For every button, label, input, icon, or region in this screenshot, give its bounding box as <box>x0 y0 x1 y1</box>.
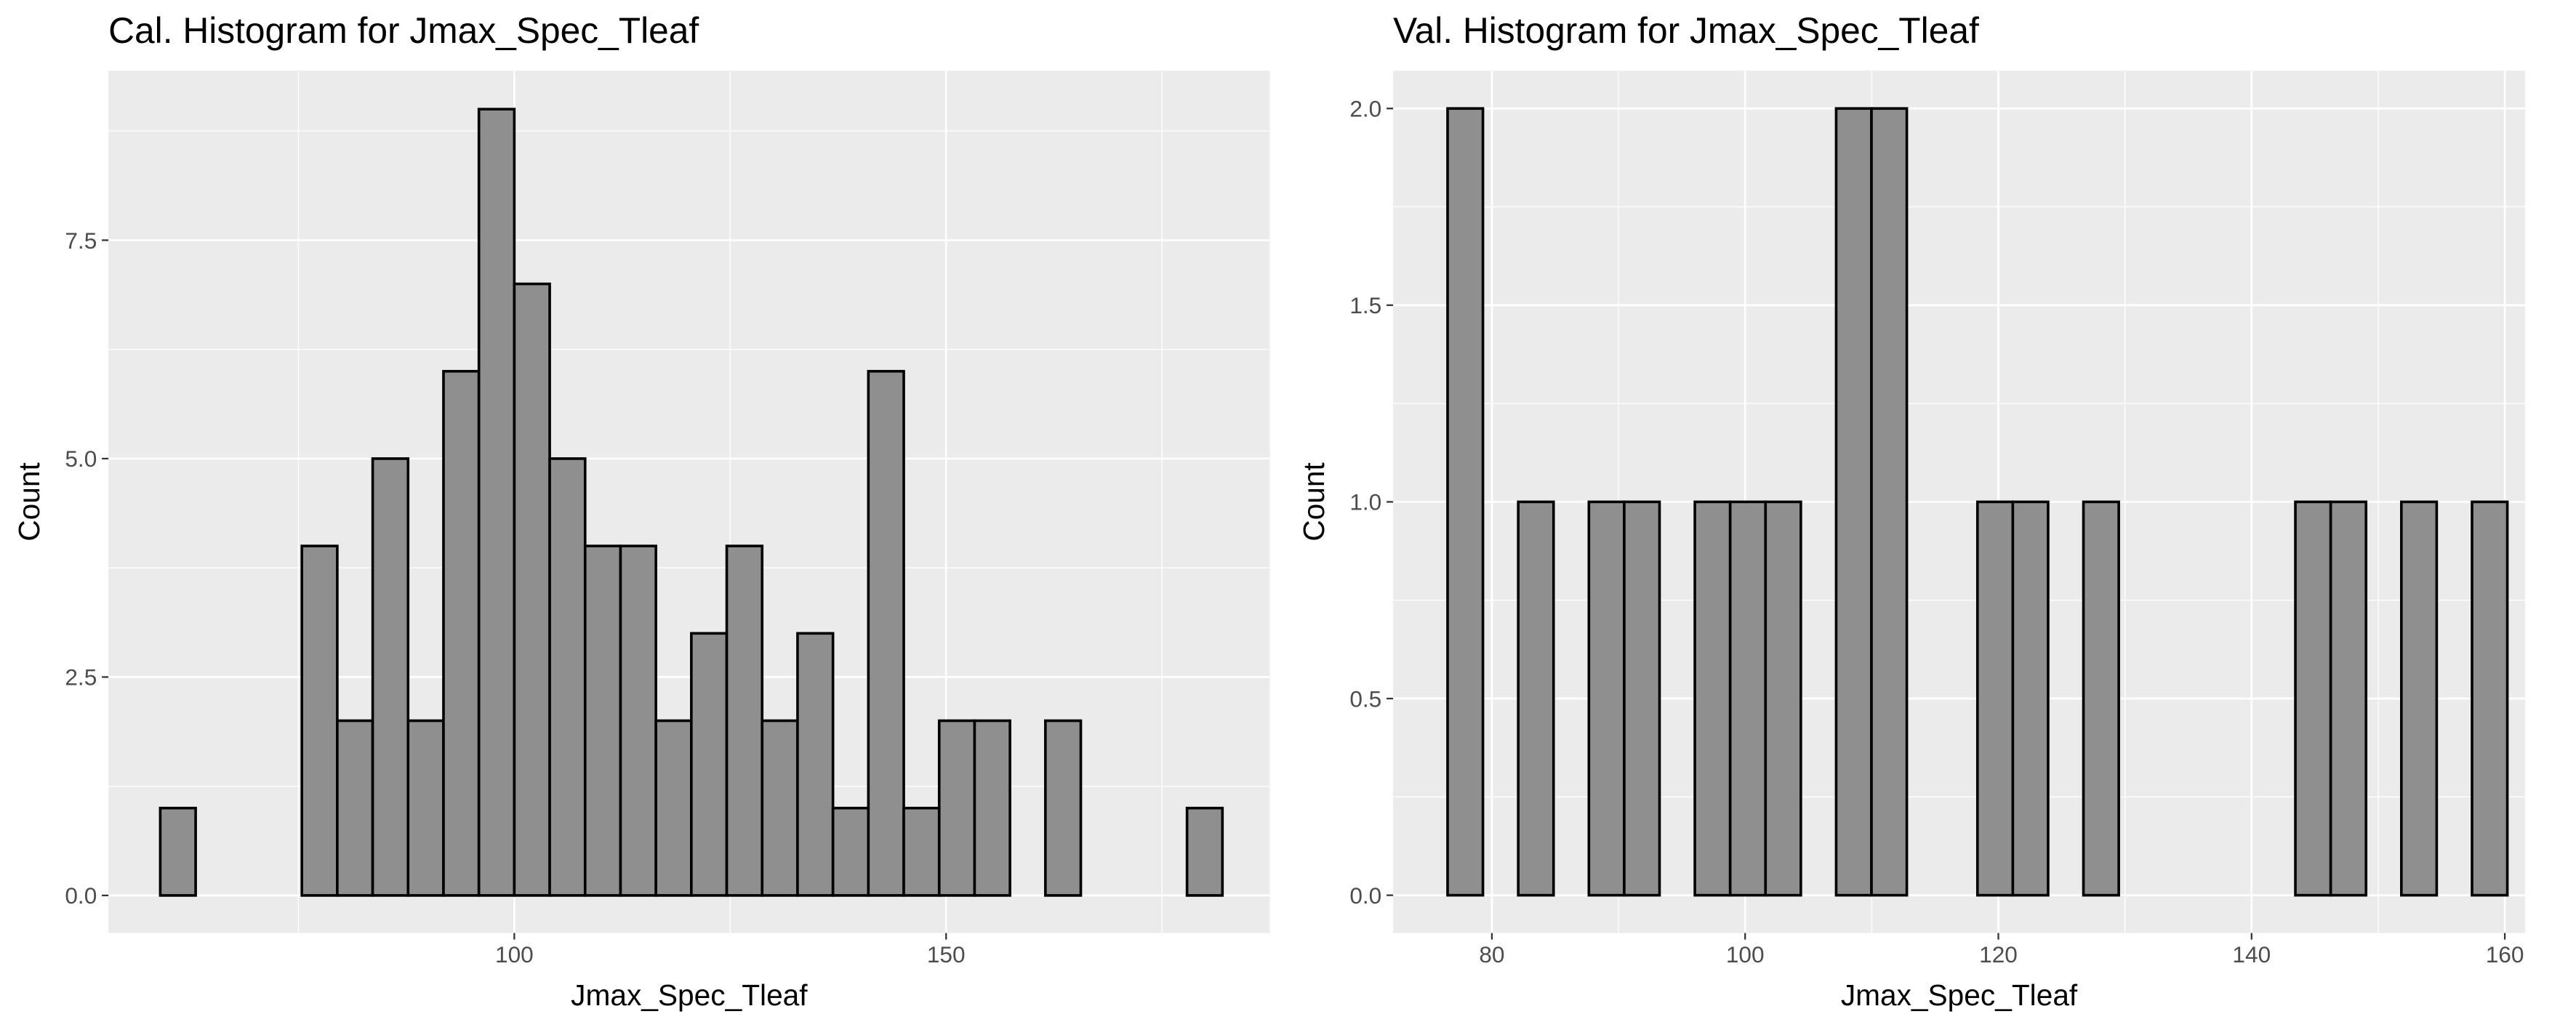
bar <box>1044 719 1083 897</box>
bar <box>477 108 516 897</box>
y-tick-label: 0.5 <box>1349 685 1381 712</box>
bar <box>2294 500 2332 897</box>
bar <box>548 457 587 897</box>
x-tick-label: 100 <box>1726 941 1765 967</box>
bar <box>973 719 1011 897</box>
bar <box>725 544 764 897</box>
bar <box>2329 500 2368 897</box>
bar <box>1623 500 1661 897</box>
bar <box>1185 806 1224 897</box>
bar <box>619 544 657 897</box>
bar <box>336 719 374 897</box>
bar <box>300 544 339 897</box>
x-axis-title: Jmax_Spec_Tleaf <box>1841 978 2078 1012</box>
chart-title: Cal. Histogram for Jmax_Spec_Tleaf <box>108 10 699 51</box>
bar <box>406 719 445 897</box>
x-tick-label: 80 <box>1479 941 1504 967</box>
y-tick-label: 0.0 <box>1349 882 1381 909</box>
bar <box>159 806 197 897</box>
bar <box>796 632 835 897</box>
x-tick-label: 150 <box>927 941 966 967</box>
bar <box>1728 500 1768 897</box>
bar <box>2400 500 2439 897</box>
x-axis-title: Jmax_Spec_Tleaf <box>571 978 808 1012</box>
bar <box>442 369 481 897</box>
y-tick-label: 7.5 <box>65 228 97 254</box>
x-tick-label: 140 <box>2232 941 2271 967</box>
x-tick-label: 100 <box>495 941 534 967</box>
bar <box>654 719 693 897</box>
bar <box>1693 500 1732 897</box>
y-tick-label: 0.0 <box>65 882 97 909</box>
bar <box>2082 500 2120 897</box>
y-tick-label: 1.0 <box>1349 489 1381 515</box>
bar <box>1587 500 1626 897</box>
panel: 100 150 0.0 2.5 5.0 7.5 Cal. Histogram for Jma… <box>12 10 1270 1012</box>
bar <box>761 719 799 897</box>
panel: 80 100 120 140 160 0.0 0.5 1.0 1.5 2.0 Val. Histog… <box>1297 10 2525 1012</box>
bar <box>1764 500 1802 897</box>
bar <box>690 632 729 897</box>
bar <box>831 806 870 897</box>
y-axis-title: Count <box>12 462 46 542</box>
bar <box>513 282 551 897</box>
bar <box>2011 500 2050 897</box>
bar <box>902 806 941 897</box>
bar <box>2471 500 2509 897</box>
bar <box>371 457 410 897</box>
chart-title: Val. Histogram for Jmax_Spec_Tleaf <box>1393 10 1979 51</box>
bar <box>867 369 905 897</box>
bar <box>1446 107 1485 897</box>
bar <box>937 719 976 897</box>
bar <box>1870 107 1909 897</box>
bar <box>1975 500 2015 897</box>
y-axis-title: Count <box>1297 462 1331 542</box>
y-tick-label: 2.0 <box>1349 96 1381 122</box>
x-tick-label: 160 <box>2486 941 2524 967</box>
bar <box>1517 500 1555 897</box>
y-tick-label: 5.0 <box>65 446 97 472</box>
bar <box>583 544 622 897</box>
bar <box>1834 107 1873 897</box>
x-tick-label: 120 <box>1979 941 2018 967</box>
y-tick-label: 1.5 <box>1349 292 1381 318</box>
y-tick-label: 2.5 <box>65 664 97 691</box>
